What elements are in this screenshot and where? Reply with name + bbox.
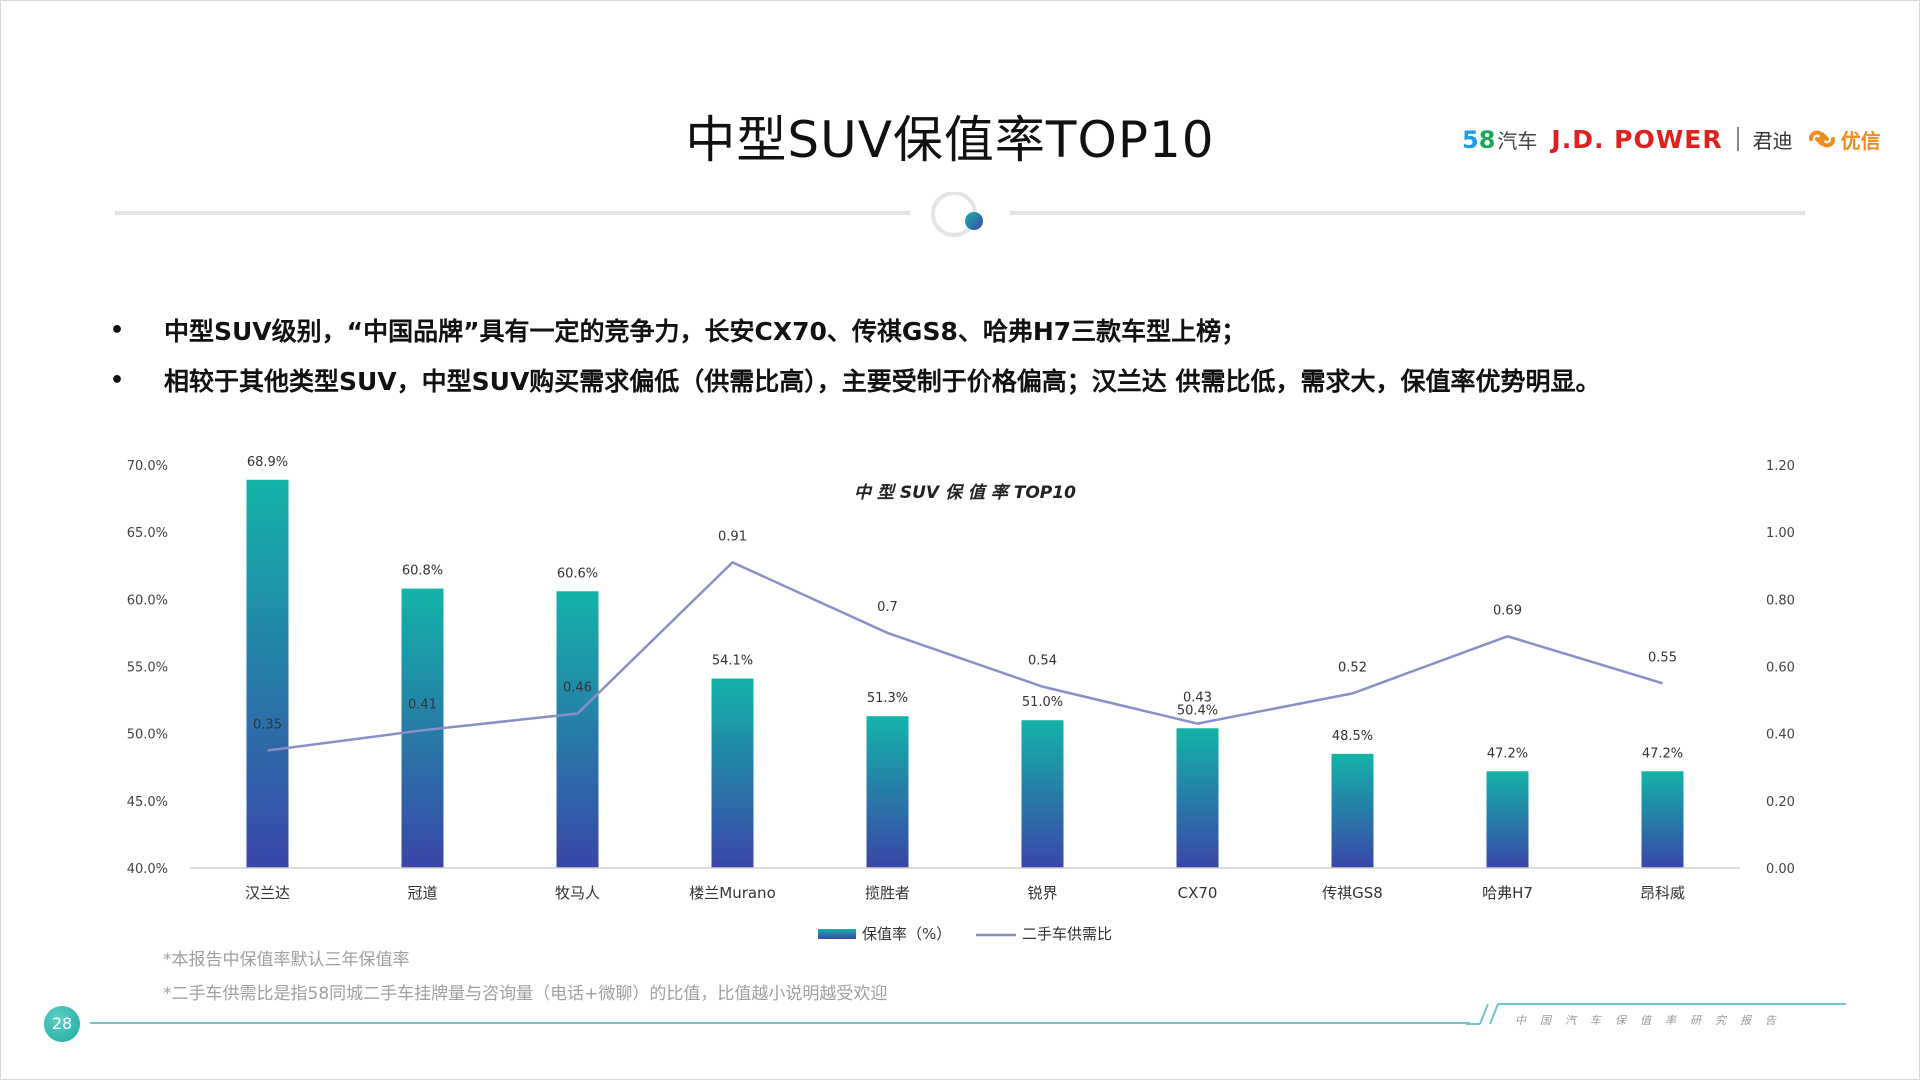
line-value-label: 0.55 bbox=[1648, 650, 1677, 665]
y-left-tick-label: 45.0% bbox=[127, 795, 168, 810]
y-right-tick-label: 1.20 bbox=[1766, 459, 1795, 474]
logo-youxin: 优信 bbox=[1807, 125, 1881, 154]
x-tick-label: 冠道 bbox=[407, 884, 437, 902]
y-right-tick-label: 0.40 bbox=[1766, 728, 1795, 743]
x-tick-label: 昂科威 bbox=[1640, 884, 1685, 902]
footnotes: *本报告中保值率默认三年保值率 *二手车供需比是指58同城二手车挂牌量与咨询量（… bbox=[163, 943, 887, 1011]
bar-value-label: 47.2% bbox=[1642, 746, 1683, 761]
divider-ornament-icon bbox=[931, 192, 983, 237]
bar-resale-rate bbox=[711, 678, 754, 868]
line-value-label: 0.41 bbox=[408, 697, 437, 712]
line-value-label: 0.52 bbox=[1338, 660, 1367, 675]
logo-separator bbox=[1736, 127, 1739, 151]
finding-text: 中型SUV级别，“中国品牌”具有一定的竞争力，长安CX70、传祺GS8、哈弗H7… bbox=[164, 317, 1247, 346]
bar-resale-rate bbox=[1176, 728, 1219, 868]
finding-item: • 相较于其他类型SUV，中型SUV购买需求偏低（供需比高），主要受制于价格偏高… bbox=[110, 355, 1870, 405]
page-number: 28 bbox=[44, 1006, 80, 1042]
x-tick-label: 锐界 bbox=[1027, 884, 1057, 902]
x-tick-label: 揽胜者 bbox=[865, 884, 910, 902]
y-right-tick-label: 0.80 bbox=[1766, 593, 1795, 608]
brand-logos: 5 8 汽车 J.D. POWER 君迪 优信 bbox=[1462, 122, 1881, 156]
x-tick-label: 汉兰达 bbox=[245, 884, 290, 902]
bar-resale-rate bbox=[1021, 720, 1064, 868]
x-tick-label: 牧马人 bbox=[555, 884, 600, 902]
logo-jundi: 君迪 bbox=[1752, 128, 1793, 153]
line-value-label: 0.35 bbox=[253, 717, 282, 732]
bullet-dot-icon: • bbox=[110, 367, 125, 393]
x-tick-label: 传祺GS8 bbox=[1322, 884, 1383, 902]
logo-youxin-text: 优信 bbox=[1840, 128, 1881, 153]
y-left-tick-label: 70.0% bbox=[127, 459, 168, 474]
key-findings: • 中型SUV级别，“中国品牌”具有一定的竞争力，长安CX70、传祺GS8、哈弗… bbox=[110, 305, 1870, 405]
bar-value-label: 48.5% bbox=[1332, 729, 1373, 744]
chart-title: 中 型 SUV 保 值 率 TOP10 bbox=[854, 483, 1076, 503]
title-divider-right bbox=[1010, 211, 1805, 215]
logo-jdpower: J.D. POWER bbox=[1551, 124, 1723, 154]
bar-value-label: 50.4% bbox=[1177, 703, 1218, 718]
y-right-tick-label: 0.00 bbox=[1766, 862, 1795, 877]
legend-bar-swatch bbox=[818, 929, 856, 939]
y-left-tick-label: 60.0% bbox=[127, 593, 168, 608]
x-tick-label: 楼兰Murano bbox=[689, 884, 776, 902]
bar-resale-rate bbox=[1486, 771, 1529, 868]
legend-line-label: 二手车供需比 bbox=[1022, 925, 1112, 943]
y-right-tick-label: 1.00 bbox=[1766, 526, 1795, 541]
bar-value-label: 54.1% bbox=[712, 654, 753, 669]
y-right-tick-label: 0.60 bbox=[1766, 661, 1795, 676]
line-supply-demand-ratio bbox=[267, 560, 1663, 752]
chart-legend: 保值率（%） 二手车供需比 bbox=[818, 925, 1112, 943]
footer-divider bbox=[90, 1022, 1470, 1024]
logo-58-digit-5: 5 bbox=[1462, 125, 1479, 154]
legend-bar-label: 保值率（%） bbox=[862, 925, 951, 943]
line-value-label: 0.7 bbox=[877, 600, 898, 615]
logo-58-digit-8: 8 bbox=[1478, 125, 1496, 154]
y-left-tick-label: 40.0% bbox=[127, 862, 168, 877]
bar-value-label: 47.2% bbox=[1487, 746, 1528, 761]
bar-value-label: 60.8% bbox=[402, 564, 443, 579]
y-right-tick-label: 0.20 bbox=[1766, 795, 1795, 810]
bar-resale-rate bbox=[1641, 771, 1684, 868]
bullet-dot-icon: • bbox=[110, 317, 125, 343]
bar-value-label: 68.9% bbox=[247, 455, 288, 470]
bar-value-label: 60.6% bbox=[557, 566, 598, 581]
finding-text: 相较于其他类型SUV，中型SUV购买需求偏低（供需比高），主要受制于价格偏高；汉… bbox=[164, 367, 1601, 396]
line-value-label: 0.43 bbox=[1183, 691, 1212, 706]
footer-slash-decoration bbox=[1466, 1003, 1846, 1025]
resale-value-chart: 中 型 SUV 保 值 率 TOP10 68.9% 60.8% 60.6% 54.1%… bbox=[127, 455, 1795, 943]
youxin-logo-icon bbox=[1808, 130, 1835, 148]
y-left-tick-label: 50.0% bbox=[127, 728, 168, 743]
footnote-line: *本报告中保值率默认三年保值率 bbox=[163, 950, 410, 970]
bar-resale-rate bbox=[1331, 753, 1374, 868]
title-divider-left bbox=[115, 211, 910, 215]
footnote-line: *二手车供需比是指58同城二手车挂牌量与咨询量（电话+微聊）的比值，比值越小说明… bbox=[163, 984, 888, 1004]
logo-58-text: 汽车 bbox=[1497, 128, 1538, 153]
y-left-tick-label: 55.0% bbox=[127, 661, 168, 676]
report-name: 中国汽车保值率研究报告 bbox=[1515, 1014, 1790, 1027]
finding-item: • 中型SUV级别，“中国品牌”具有一定的竞争力，长安CX70、传祺GS8、哈弗… bbox=[110, 305, 1870, 355]
slide-title: 中型SUV保值率TOP10 bbox=[685, 111, 1215, 169]
line-value-label: 0.69 bbox=[1493, 603, 1522, 618]
bar-resale-rate bbox=[866, 716, 909, 868]
line-value-label: 0.91 bbox=[718, 529, 747, 544]
bar-resale-rate bbox=[246, 479, 289, 868]
x-tick-label: 哈弗H7 bbox=[1482, 884, 1533, 902]
x-tick-label: CX70 bbox=[1178, 884, 1218, 902]
y-left-tick-label: 65.0% bbox=[127, 526, 168, 541]
bar-value-label: 51.0% bbox=[1022, 695, 1063, 710]
bar-resale-rate bbox=[556, 591, 599, 868]
line-value-label: 0.46 bbox=[563, 681, 592, 696]
bar-value-label: 51.3% bbox=[867, 691, 908, 706]
line-value-label: 0.54 bbox=[1028, 654, 1057, 669]
logo-58-auto: 5 8 汽车 bbox=[1462, 125, 1537, 154]
